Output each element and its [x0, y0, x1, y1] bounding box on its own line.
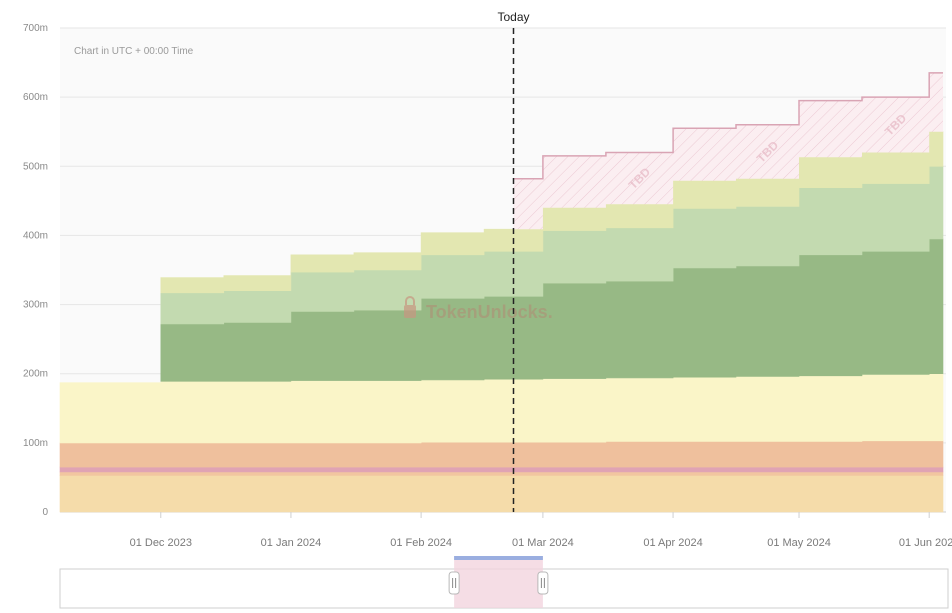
today-marker[interactable]: Today [497, 10, 530, 512]
y-tick-label: 400m [23, 230, 48, 241]
y-axis: 0 100m 200m 300m 400m 500m 600m 700m [23, 23, 48, 518]
y-tick-label: 300m [23, 300, 48, 311]
area-series-5 [59, 373, 944, 444]
x-tick-label: 01 Jan 2024 [261, 537, 322, 549]
y-tick-label: 500m [23, 161, 48, 172]
x-tick-label: 01 Mar 2024 [512, 537, 574, 549]
area-series-4 [59, 440, 944, 468]
y-tick-label: 200m [23, 369, 48, 380]
watermark: TokenUnlocks. [404, 296, 553, 322]
today-label: Today [497, 10, 529, 24]
x-tick-label: 01 May 2024 [767, 537, 831, 549]
x-tick-label: 01 Apr 2024 [643, 537, 702, 549]
x-tick-label: 01 Jun 2024 [899, 537, 952, 549]
timezone-note: Chart in UTC + 00:00 Time [74, 46, 194, 57]
series-layer [59, 131, 944, 513]
lock-icon [404, 296, 416, 318]
navigator-left-handle[interactable] [448, 571, 460, 595]
area-series-3 [59, 466, 944, 473]
navigator-right-handle[interactable] [537, 571, 549, 595]
x-tick-label: 01 Feb 2024 [390, 537, 452, 549]
tbd-area [513, 72, 943, 230]
watermark-text: TokenUnlocks. [426, 302, 553, 322]
y-tick-label: 600m [23, 92, 48, 103]
x-tick-label: 01 Dec 2023 [130, 537, 192, 549]
area-series-8 [160, 131, 944, 294]
y-tick-label: 0 [42, 507, 48, 518]
tbd-outline [513, 72, 943, 180]
y-tick-label: 700m [23, 23, 48, 34]
y-tick-label: 100m [23, 438, 48, 449]
navigator-selection-top [454, 556, 543, 560]
area-series-1 [59, 475, 944, 513]
x-axis: 01 Dec 2023 01 Jan 2024 01 Feb 2024 01 Mar … [130, 512, 952, 549]
range-navigator[interactable] [59, 556, 949, 609]
area-series-2 [59, 471, 944, 476]
navigator-selection[interactable] [454, 556, 543, 608]
